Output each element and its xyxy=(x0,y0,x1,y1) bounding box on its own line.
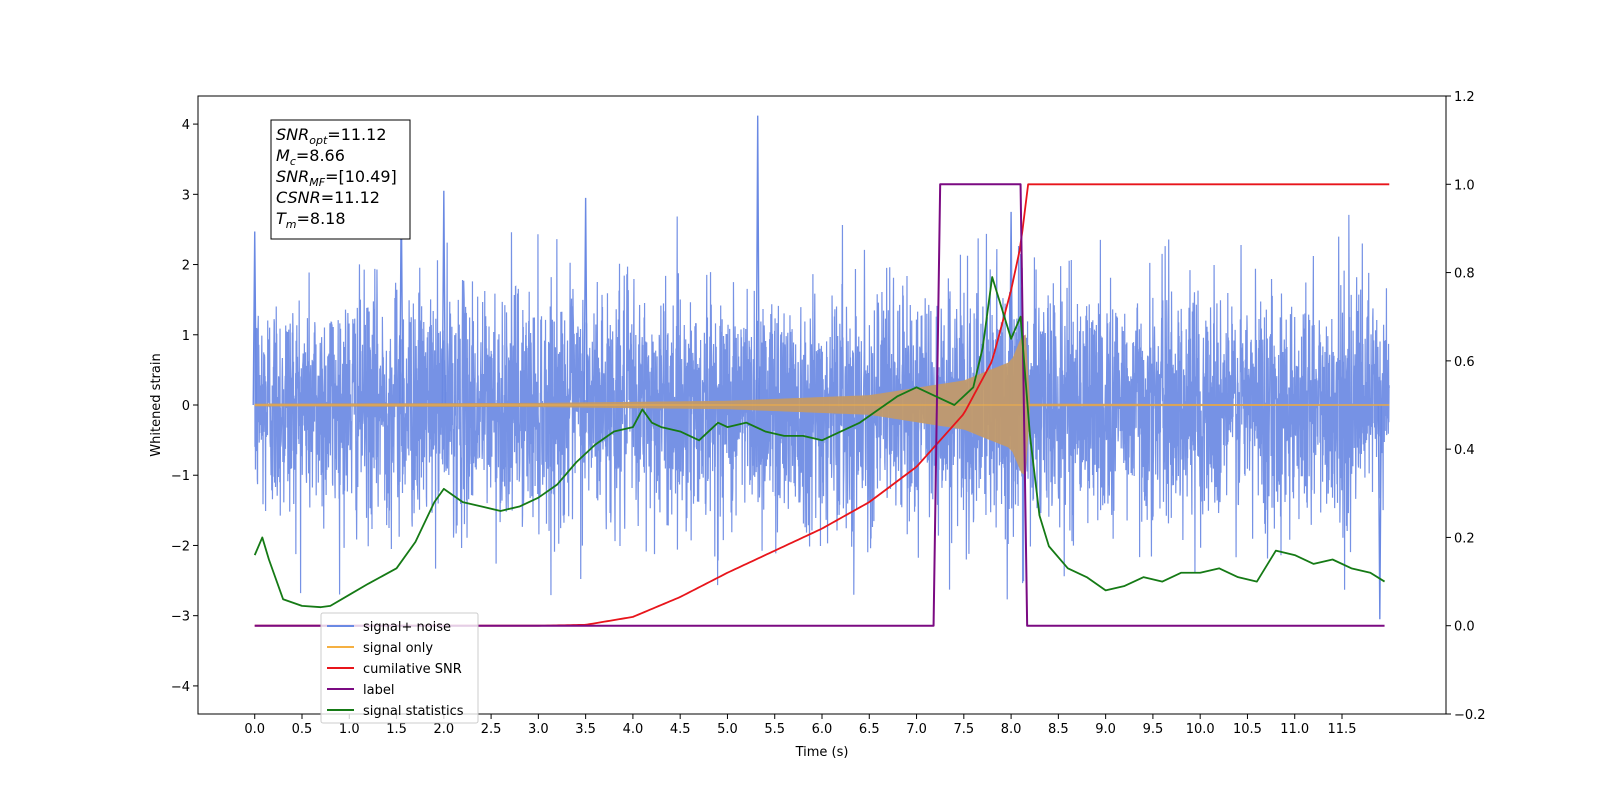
x-tick-label: 3.0 xyxy=(528,722,549,737)
annotation-line: CSNR=11.12 xyxy=(276,188,380,207)
y-tick-label: 0 xyxy=(182,399,190,414)
x-tick-label: 8.5 xyxy=(1048,722,1069,737)
y-tick-label: −2 xyxy=(171,539,190,554)
y2-axis-ticks: −0.2 0.0 0.2 0.4 0.6 0.8 1.0 1.2 xyxy=(1446,90,1486,723)
y2-tick-label: 0.6 xyxy=(1454,355,1475,370)
y-tick-label: 3 xyxy=(182,188,190,203)
x-tick-label: 1.5 xyxy=(386,722,407,737)
y-tick-label: 1 xyxy=(182,329,190,344)
x-axis-label: Time (s) xyxy=(795,745,849,760)
x-tick-label: 10.5 xyxy=(1233,722,1262,737)
y2-tick-label: 0.2 xyxy=(1454,531,1475,546)
y2-tick-label: −0.2 xyxy=(1454,708,1486,723)
noise-peak-6 xyxy=(1377,404,1383,620)
x-tick-label: 7.5 xyxy=(953,722,974,737)
x-tick-label: 7.0 xyxy=(906,722,927,737)
x-tick-label: 6.0 xyxy=(812,722,833,737)
x-tick-label: 0.0 xyxy=(244,722,265,737)
y-tick-label: 4 xyxy=(182,118,190,133)
y-tick-label: −3 xyxy=(171,610,190,625)
y-tick-label: 2 xyxy=(182,259,190,274)
legend-entry: cumilative SNR xyxy=(363,662,462,677)
x-tick-label: 1.0 xyxy=(339,722,360,737)
series-line-label xyxy=(254,183,1385,627)
series-line-signal-plus-noise xyxy=(254,214,1390,600)
noise-peak-4 xyxy=(755,115,760,406)
x-tick-label: 5.0 xyxy=(717,722,738,737)
annotation-line: SNRMF=[10.49] xyxy=(276,167,397,189)
y-axis-ticks: −4 −3 −2 −1 0 1 2 3 4 xyxy=(171,118,198,695)
x-tick-label: 4.5 xyxy=(670,722,691,737)
x-tick-label: 2.5 xyxy=(481,722,502,737)
y-tick-label: −1 xyxy=(171,469,190,484)
legend: signal+ noise signal only cumilative SNR la… xyxy=(320,612,479,724)
annotation-line: Mc=8.66 xyxy=(276,146,345,168)
x-tick-label: 3.5 xyxy=(575,722,596,737)
x-tick-label: 5.5 xyxy=(764,722,785,737)
x-tick-label: 4.0 xyxy=(623,722,644,737)
x-tick-label: 10.0 xyxy=(1186,722,1215,737)
annotation-line: Tm=8.18 xyxy=(276,209,346,231)
legend-entry: signal statistics xyxy=(363,704,464,719)
series-line-signal-statistics xyxy=(253,276,1386,609)
y-tick-label: −4 xyxy=(171,680,190,695)
noise-peak-0 xyxy=(252,231,257,406)
y2-tick-label: 0.8 xyxy=(1454,267,1475,282)
x-tick-label: 6.5 xyxy=(859,722,880,737)
y2-tick-label: 1.2 xyxy=(1454,90,1475,105)
x-tick-label: 9.0 xyxy=(1095,722,1116,737)
noise-peak-3 xyxy=(583,197,588,406)
x-tick-label: 11.0 xyxy=(1280,722,1309,737)
noise-peak-2 xyxy=(441,190,447,406)
x-tick-label: 8.0 xyxy=(1001,722,1022,737)
legend-frame xyxy=(320,612,479,724)
x-tick-label: 11.5 xyxy=(1328,722,1357,737)
annotation-frame xyxy=(270,119,411,240)
stats-annotation-box: SNRopt=11.12Mc=8.66SNRMF=[10.49]CSNR=11.… xyxy=(270,119,411,240)
y2-tick-label: 0.0 xyxy=(1454,620,1475,635)
y2-tick-label: 1.0 xyxy=(1454,178,1475,193)
legend-entry: label xyxy=(363,683,394,698)
y-axis-label: Whitened strain xyxy=(149,353,164,456)
x-tick-label: 2.0 xyxy=(433,722,454,737)
x-tick-label: 0.5 xyxy=(292,722,313,737)
noise-peak-5 xyxy=(1008,211,1014,406)
legend-entry: signal+ noise xyxy=(363,620,451,635)
x-tick-label: 9.5 xyxy=(1143,722,1164,737)
x-axis-ticks: 0.0 0.5 1.0 1.5 2.0 2.5 3.0 3.5 4.0 4.5 5.0 5.5 6.0 6… xyxy=(244,714,1356,737)
y2-tick-label: 0.4 xyxy=(1454,443,1475,458)
legend-entry: signal only xyxy=(363,641,433,656)
annotation-line: SNRopt=11.12 xyxy=(276,125,387,147)
plot-area xyxy=(252,115,1390,627)
